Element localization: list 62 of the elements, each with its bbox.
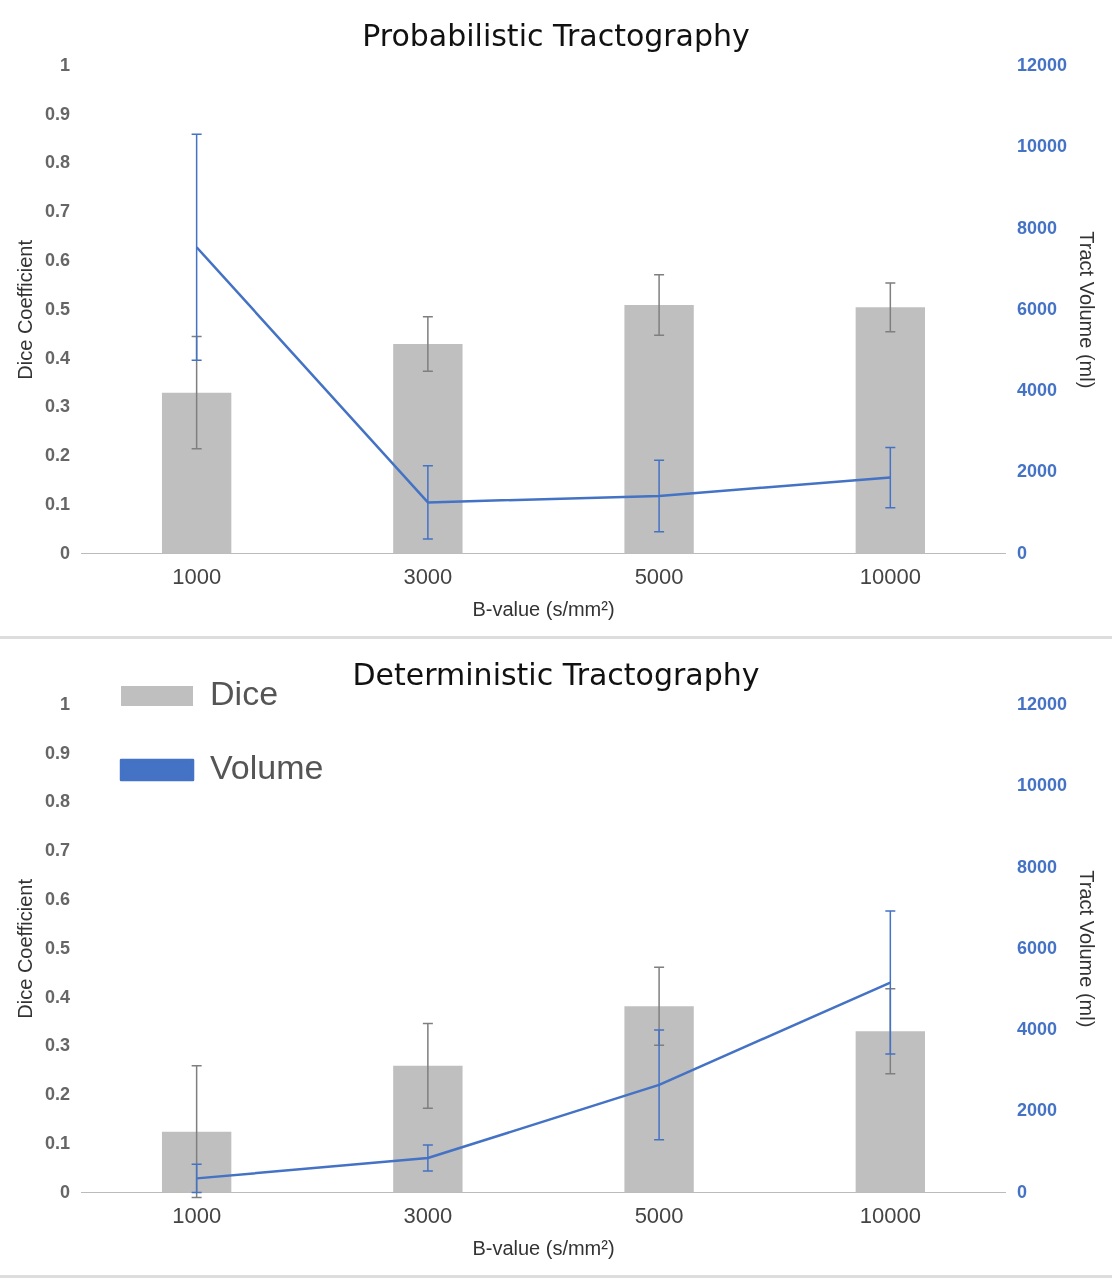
y2-tick-label: 12000	[1016, 693, 1068, 714]
x-axis-title: B-value (s/mm²)	[472, 1236, 615, 1259]
y2-tick-label: 6000	[1016, 937, 1057, 958]
legend-label: Volume	[210, 748, 324, 787]
y2-tick-label: 4000	[1016, 1019, 1057, 1040]
y-tick-label: 0.6	[44, 889, 71, 910]
y-tick-label: 0.1	[44, 1132, 71, 1153]
y2-tick-label: 0	[1016, 542, 1027, 563]
chart-title: Deterministic Tractography	[352, 656, 760, 692]
y2-tick-label: 8000	[1016, 217, 1057, 238]
y-tick-label: 0.3	[44, 396, 71, 417]
y2-tick-label: 8000	[1016, 856, 1057, 877]
y-tick-label: 0.8	[44, 152, 71, 173]
x-tick-label: 3000	[403, 563, 453, 589]
y2-tick-label: 0	[1016, 1181, 1027, 1202]
y-tick-label: 0.2	[44, 1084, 71, 1105]
x-tick-label: 1000	[172, 1202, 222, 1228]
y2-tick-label: 10000	[1016, 136, 1068, 157]
y-tick-label: 0.9	[44, 742, 71, 763]
x-tick-label: 5000	[634, 563, 684, 589]
y-tick-label: 0.6	[44, 250, 71, 271]
bar	[855, 1031, 926, 1193]
y2-tick-label: 6000	[1016, 298, 1057, 319]
y-axis-title: Dice Coefficient	[13, 239, 36, 380]
x-tick-label: 10000	[859, 563, 921, 589]
y2-axis-title: Tract Volume (ml)	[1076, 231, 1099, 389]
x-tick-label: 1000	[172, 563, 222, 589]
y-tick-label: 0.1	[44, 493, 71, 514]
bar	[624, 1006, 694, 1193]
bar	[393, 343, 463, 554]
bar	[855, 307, 926, 554]
y-tick-label: 1	[60, 693, 71, 714]
x-tick-label: 10000	[859, 1202, 921, 1228]
x-tick-label: 3000	[403, 1202, 453, 1228]
y-tick-label: 1	[60, 54, 71, 75]
y2-tick-label: 12000	[1016, 54, 1068, 75]
y-tick-label: 0	[60, 542, 71, 563]
bar	[161, 392, 232, 554]
x-tick-label: 5000	[634, 1202, 684, 1228]
y-tick-label: 0.7	[44, 840, 71, 861]
y2-tick-label: 2000	[1016, 461, 1057, 482]
bar	[624, 304, 694, 554]
y-tick-label: 0.8	[44, 791, 71, 812]
y-tick-label: 0.4	[44, 347, 71, 368]
y-tick-label: 0.9	[44, 103, 71, 124]
chart-title: Probabilistic Tractography	[362, 17, 750, 53]
y2-tick-label: 2000	[1016, 1100, 1057, 1121]
y2-tick-label: 10000	[1016, 775, 1068, 796]
x-axis-title: B-value (s/mm²)	[472, 597, 615, 620]
y2-axis-title: Tract Volume (ml)	[1076, 870, 1099, 1028]
y-tick-label: 0.5	[44, 298, 71, 319]
y-axis-title: Dice Coefficient	[13, 878, 36, 1019]
bar	[393, 1065, 463, 1193]
bar	[161, 1131, 232, 1193]
y2-tick-label: 4000	[1016, 380, 1057, 401]
y-tick-label: 0.2	[44, 445, 71, 466]
y-tick-label: 0.4	[44, 986, 71, 1007]
legend-label: Dice	[210, 674, 279, 713]
y-tick-label: 0.5	[44, 937, 71, 958]
y-tick-label: 0.7	[44, 201, 71, 222]
y-tick-label: 0	[60, 1181, 71, 1202]
y-tick-label: 0.3	[44, 1035, 71, 1056]
